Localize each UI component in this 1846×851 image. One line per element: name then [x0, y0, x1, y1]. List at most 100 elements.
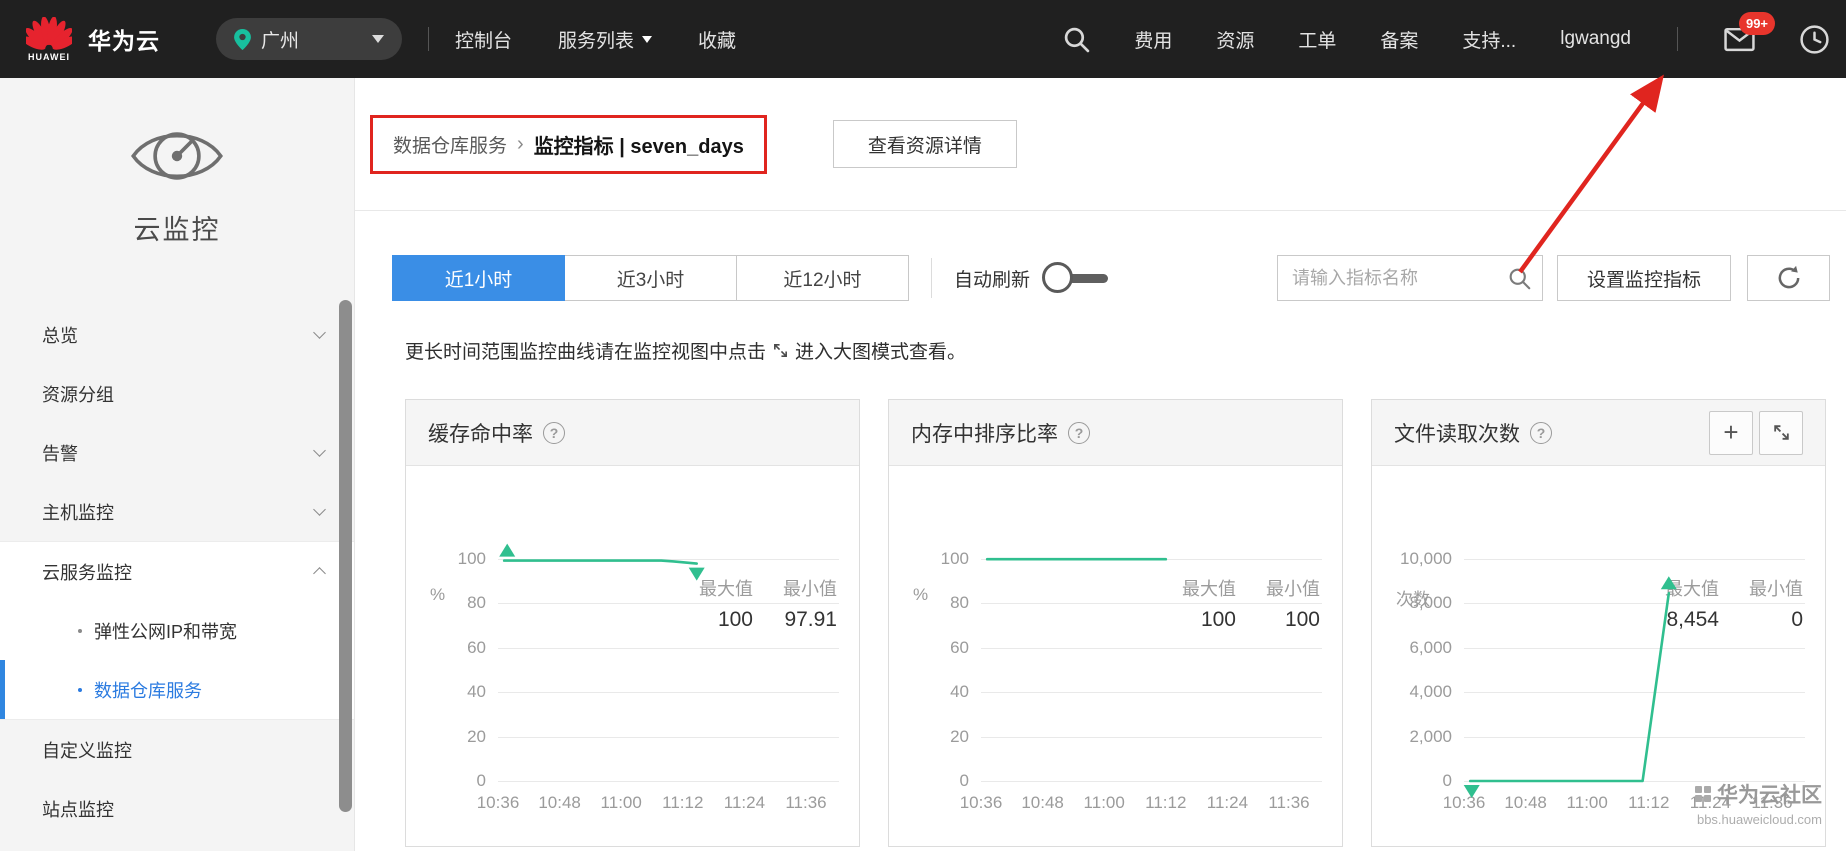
max-min-summary: 最大值 最小值 100 97.91: [699, 575, 837, 632]
x-tick-label: 11:36: [1268, 793, 1310, 812]
metric-search-input[interactable]: [1277, 255, 1543, 301]
breadcrumb-parent[interactable]: 数据仓库服务: [393, 135, 508, 157]
x-tick-label: 11:36: [1751, 793, 1793, 812]
metric-cards: 缓存命中率 ? % 最大值 最小值 100 97.91 100 80 60 40 20 0…: [405, 399, 1830, 847]
y-tick-label: 0: [1442, 771, 1452, 790]
chevron-down-icon: [313, 444, 326, 457]
max-min-summary: 最大值 最小值 100 100: [1182, 575, 1320, 632]
nav-console[interactable]: 控制台: [455, 30, 513, 52]
help-icon[interactable]: ?: [1530, 421, 1552, 444]
max-value: 100: [1200, 608, 1236, 631]
cloud-eye-icon: [0, 120, 354, 192]
x-tick-label: 10:48: [1504, 793, 1547, 812]
card-body: % 最大值 最小值 100 97.91 100 80 60 40 20 0 10:36 10:…: [406, 543, 859, 851]
line-chart: 100 80 60 40 20 0 10:36 10:48 11:00 11:12 11:24 11:…: [941, 549, 1322, 812]
region-selector[interactable]: 广州: [216, 18, 402, 60]
gridline: [981, 647, 1322, 649]
auto-refresh-toggle[interactable]: [1042, 262, 1110, 294]
watermark: 华为云社区 bbs.huaweicloud.com: [1695, 779, 1822, 827]
sidebar-item-resource-groups[interactable]: 资源分组: [0, 364, 354, 423]
sidebar-item-data-warehouse[interactable]: 数据仓库服务: [0, 660, 354, 719]
watermark-url: bbs.huaweicloud.com: [1696, 812, 1822, 827]
huawei-logo[interactable]: HUAWEI: [26, 16, 72, 62]
sidebar-item-label: 云服务监控: [42, 562, 132, 583]
expand-chart-button[interactable]: [1759, 410, 1803, 455]
x-tick-label: 11:24: [1206, 793, 1249, 812]
top-navigation-bar: HUAWEI 华为云 广州 控制台 服务列表 收藏 费用: [0, 0, 1846, 78]
refresh-icon: [1778, 265, 1799, 289]
nav-service-list[interactable]: 服务列表: [558, 26, 653, 53]
sidebar-item-label: 自定义监控: [42, 740, 132, 761]
min-label: 最小值: [1266, 579, 1320, 599]
help-icon[interactable]: ?: [1068, 421, 1090, 444]
y-tick-label: 80: [950, 593, 969, 613]
nav-resources[interactable]: 资源: [1216, 30, 1255, 52]
card-tools: +: [1709, 410, 1803, 455]
x-tick-label: 11:36: [785, 793, 827, 812]
section-divider: [355, 210, 1846, 211]
tab-last-1-hour[interactable]: 近1小时: [392, 255, 565, 301]
sidebar-item-eip-bandwidth[interactable]: 弹性公网IP和带宽: [0, 601, 354, 660]
nav-tickets[interactable]: 工单: [1298, 30, 1337, 52]
y-tick-label: 8,000: [1409, 593, 1452, 613]
add-alarm-button[interactable]: +: [1709, 410, 1753, 455]
min-value: 97.91: [784, 608, 837, 631]
x-tick-label: 10:36: [476, 793, 520, 812]
sidebar-item-overview[interactable]: 总览: [0, 305, 354, 364]
y-tick-label: 60: [950, 637, 969, 657]
x-tick-label: 10:36: [959, 793, 1003, 812]
community-logo-icon: [1695, 786, 1711, 802]
y-tick-label: 40: [467, 682, 486, 702]
help-icon[interactable]: ?: [543, 421, 565, 444]
card-header: 内存中排序比率 ?: [889, 400, 1342, 466]
account-username[interactable]: lgwangd: [1560, 28, 1631, 49]
view-resource-details-button[interactable]: 查看资源详情: [832, 120, 1017, 168]
min-value: 0: [1791, 608, 1803, 631]
search-icon[interactable]: [1063, 26, 1090, 53]
line-chart: 10,000 8,000 6,000 4,000 2,000 0 10:36 10:48 11:…: [1400, 549, 1805, 812]
search-icon[interactable]: [1508, 267, 1531, 290]
sidebar-item-cloud-service-monitoring[interactable]: 云服务监控: [0, 542, 354, 601]
y-axis-unit: %: [913, 585, 929, 604]
gridline: [1464, 603, 1805, 605]
sidebar-service-title: 云监控: [133, 215, 221, 245]
sidebar-item-custom-monitoring[interactable]: 自定义监控: [0, 720, 354, 779]
history-clock-icon[interactable]: [1799, 24, 1830, 55]
main-content: 数据仓库服务 › 监控指标 | seven_days 查看资源详情 近1小时 近…: [355, 78, 1846, 851]
card-body: % 最大值 最小值 100 100 100 80 60 40 20 0 10:36 10:48…: [889, 549, 1342, 851]
x-tick-label: 11:12: [1628, 793, 1670, 812]
nav-support[interactable]: 支持...: [1462, 30, 1517, 52]
line-chart: 100 80 60 40 20 0 10:36 10:48 11:00 11:12 11:24 11:…: [458, 543, 839, 812]
messages-icon[interactable]: 99+: [1724, 12, 1775, 52]
sidebar-item-alarms[interactable]: 告警: [0, 423, 354, 482]
y-tick-label: 40: [950, 682, 969, 702]
chevron-down-icon: [642, 35, 653, 43]
active-indicator: [0, 660, 5, 719]
card-title: 文件读取次数: [1394, 422, 1520, 446]
configure-metrics-button[interactable]: 设置监控指标: [1557, 255, 1731, 301]
card-title: 缓存命中率: [428, 422, 533, 446]
card-title: 内存中排序比率: [911, 422, 1058, 446]
breadcrumb-row: 数据仓库服务 › 监控指标 | seven_days 查看资源详情: [370, 78, 1830, 210]
nav-favorites[interactable]: 收藏: [698, 30, 737, 52]
sidebar-item-site-monitoring[interactable]: 站点监控: [0, 779, 354, 838]
tab-last-3-hours[interactable]: 近3小时: [564, 255, 737, 301]
nav-icp[interactable]: 备案: [1380, 30, 1419, 52]
nav-billing[interactable]: 费用: [1134, 30, 1173, 52]
sidebar-item-host-monitoring[interactable]: 主机监控: [0, 482, 354, 541]
toggle-track: [1068, 274, 1109, 283]
tab-last-12-hours[interactable]: 近12小时: [736, 255, 909, 301]
card-body: 次数 最大值 最小值 8,454 0 10,000 8,000 6,000 4,000…: [1372, 549, 1825, 851]
refresh-button[interactable]: [1747, 255, 1830, 301]
max-label: 最大值: [699, 579, 753, 599]
gridline: [498, 603, 839, 605]
bullet-icon: [78, 628, 82, 633]
y-tick-label: 6,000: [1409, 637, 1452, 657]
gridline: [1464, 559, 1805, 560]
sidebar-scrollbar-thumb[interactable]: [339, 300, 352, 812]
min-label: 最小值: [1749, 579, 1803, 599]
sidebar-item-label: 总览: [42, 325, 78, 346]
metric-card-file-reads: 文件读取次数 ? +: [1371, 399, 1826, 847]
y-tick-label: 100: [940, 549, 969, 568]
